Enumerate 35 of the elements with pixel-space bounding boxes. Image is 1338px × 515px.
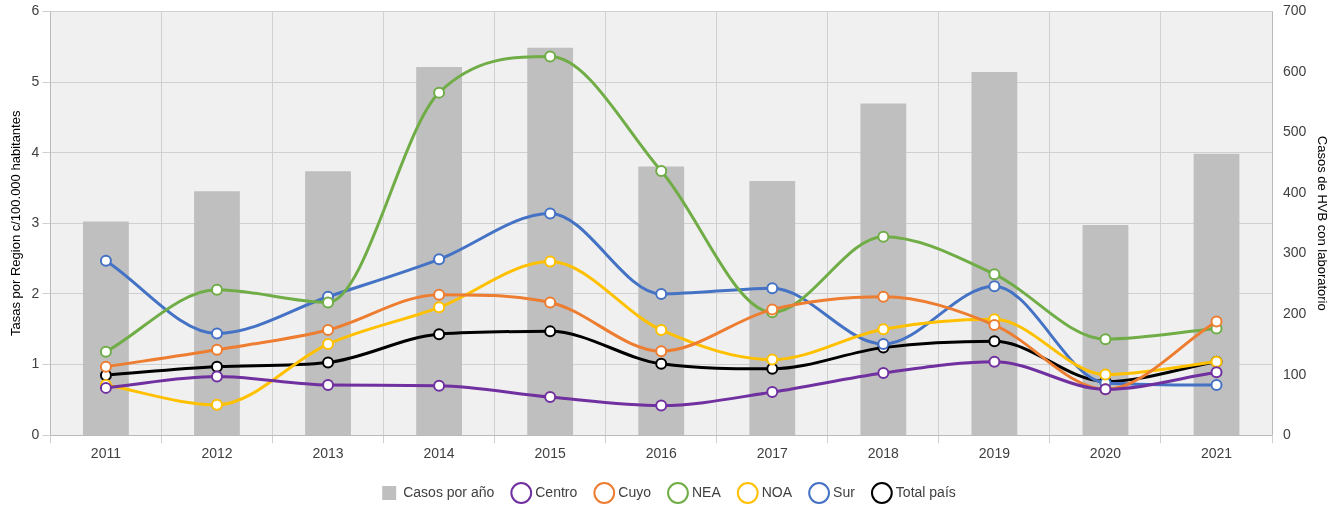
x-tick-label: 2021 — [1200, 445, 1233, 462]
legend-label: Casos por año — [403, 483, 495, 500]
y-axis-title: Tasas por Region c/100.000 habitantes — [8, 110, 24, 337]
y2-tick-label: 100 — [1283, 365, 1307, 382]
y-tick-label: 4 — [31, 143, 40, 160]
legend-label: NOA — [761, 483, 793, 500]
y-tick-label: 3 — [31, 214, 40, 231]
x-tick-label: 2012 — [201, 445, 233, 462]
x-tick-label: 2019 — [978, 445, 1011, 462]
y-tick-label: 1 — [31, 355, 40, 372]
x-tick-label: 2017 — [756, 445, 789, 462]
y2-tick-label: 500 — [1283, 123, 1307, 140]
legend-label: Cuyo — [618, 483, 652, 500]
x-tick-label: 2018 — [867, 445, 900, 462]
x-tick-label: 2011 — [90, 445, 122, 462]
legend-label: NEA — [691, 483, 722, 500]
y2-axis-title: Casos de HVB con laboratorio — [1314, 135, 1330, 311]
y2-tick-label: 400 — [1283, 183, 1307, 200]
y2-tick-label: 200 — [1283, 304, 1307, 321]
x-tick-label: 2014 — [423, 445, 455, 462]
y-tick-label: 5 — [31, 72, 40, 89]
y2-tick-label: 0 — [1283, 426, 1292, 443]
legend-label: Total país — [895, 483, 956, 500]
y2-tick-label: 600 — [1283, 62, 1307, 79]
y2-tick-label: 700 — [1283, 2, 1307, 19]
x-tick-label: 2020 — [1089, 445, 1122, 462]
x-tick-label: 2013 — [312, 445, 344, 462]
y-tick-label: 6 — [31, 2, 40, 19]
y2-tick-label: 300 — [1283, 244, 1307, 261]
x-tick-label: 2016 — [645, 445, 677, 462]
x-tick-label: 2015 — [534, 445, 566, 462]
legend-label: Centro — [535, 483, 578, 500]
y-tick-label: 0 — [31, 426, 40, 443]
y-tick-label: 2 — [31, 284, 40, 301]
legend-label: Sur — [833, 483, 856, 500]
